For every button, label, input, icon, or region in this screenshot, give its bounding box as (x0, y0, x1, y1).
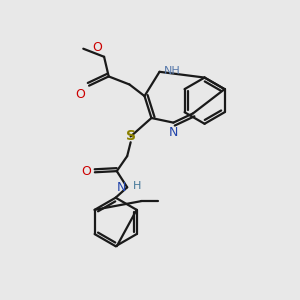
Text: O: O (76, 88, 85, 101)
Text: NH: NH (164, 66, 181, 76)
Text: H: H (133, 181, 141, 191)
Text: S: S (126, 130, 136, 143)
Text: O: O (82, 165, 92, 178)
Text: N: N (117, 181, 126, 194)
Text: N: N (169, 126, 178, 139)
Text: O: O (92, 41, 102, 55)
